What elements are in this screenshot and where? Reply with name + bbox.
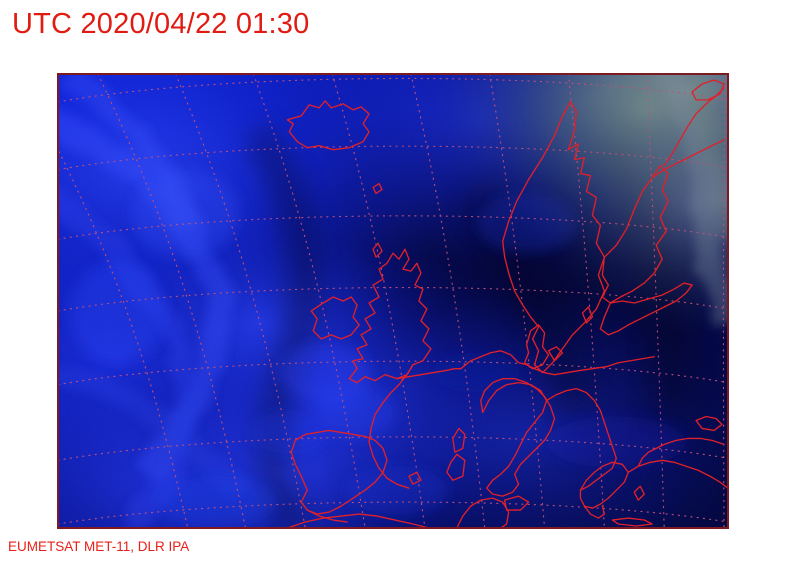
coastline-crete xyxy=(611,517,653,527)
coastline-turkey xyxy=(627,459,728,489)
image-border xyxy=(58,74,728,528)
coastline-crimea xyxy=(695,415,723,432)
coastline-danish-isles xyxy=(547,346,564,362)
coastline-corsica xyxy=(452,427,466,454)
coastline-aegean-islands xyxy=(633,485,645,501)
source-credit: EUMETSAT MET-11, DLR IPA xyxy=(8,539,190,554)
coastline-denmark xyxy=(523,324,550,370)
graticule-layer xyxy=(58,74,728,528)
coastline-france xyxy=(368,364,414,489)
coastline-layer xyxy=(286,79,728,528)
satellite-pixel-layer xyxy=(58,74,728,528)
coastline-balkans xyxy=(545,387,618,491)
coastline-baltic-states xyxy=(599,282,693,336)
coastline-peloponnese xyxy=(583,505,606,519)
coastline-channel xyxy=(396,368,462,380)
coastline-faroes xyxy=(372,182,383,195)
coastline-north-africa xyxy=(286,513,430,528)
coastline-sicily xyxy=(503,495,530,511)
coastline-sardinia xyxy=(446,453,466,481)
coastline-black-sea-south xyxy=(651,437,725,452)
satellite-image-canvas xyxy=(58,74,728,528)
coastline-barents-coast xyxy=(651,139,725,179)
coastline-arctic-island xyxy=(691,79,725,101)
coastline-tunisia xyxy=(456,497,510,528)
coastline-scandinavia xyxy=(501,101,606,374)
coastline-north-sea-coast xyxy=(460,350,655,376)
coastline-italy xyxy=(480,377,556,497)
coastline-bosporus xyxy=(637,449,653,467)
coastline-greece xyxy=(579,461,629,509)
timestamp-title: UTC 2020/04/22 01:30 xyxy=(12,8,310,40)
coastline-ireland xyxy=(310,296,360,340)
coastline-iceland xyxy=(286,100,370,151)
coastline-finland xyxy=(601,164,669,304)
coastline-gotland xyxy=(581,306,594,324)
coastline-iberia xyxy=(290,429,388,515)
satellite-image-frame xyxy=(57,73,729,529)
coastline-balearics xyxy=(408,471,422,485)
coastline-hebrides xyxy=(372,242,383,258)
